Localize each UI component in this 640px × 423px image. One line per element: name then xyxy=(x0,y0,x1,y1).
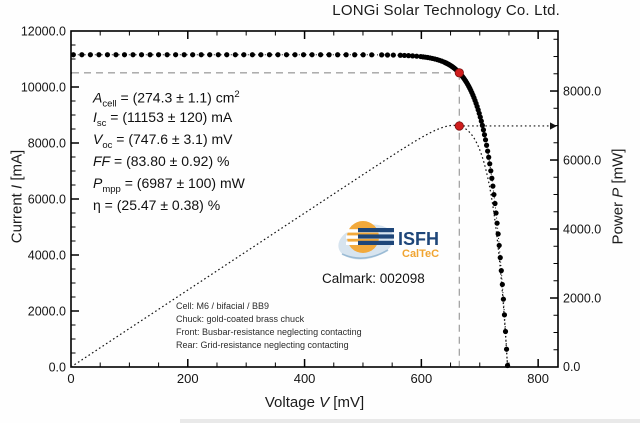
svg-text:4000.0: 4000.0 xyxy=(28,249,66,263)
note-line: Cell: M6 / bifacial / BB9 xyxy=(176,301,270,311)
svg-text:0.0: 0.0 xyxy=(563,360,580,374)
parameter-line: η = (25.47 ± 0.38) % xyxy=(93,197,221,213)
y-axis-label-right: Power P [mW] xyxy=(609,148,627,245)
parameter-line: Acell = (274.3 ± 1.1) cm2 xyxy=(93,89,240,110)
note-line: Front: Busbar-resistance neglecting cont… xyxy=(176,327,362,337)
logo-org-text: ISFH xyxy=(398,229,439,249)
svg-text:6000.0: 6000.0 xyxy=(563,154,601,168)
svg-text:200: 200 xyxy=(177,371,199,386)
photo-edge-artifact xyxy=(180,419,640,423)
logo-bar xyxy=(358,240,394,245)
parameter-line: Pmpp = (6987 ± 100) mW xyxy=(93,175,245,195)
svg-text:0.0: 0.0 xyxy=(49,361,66,375)
svg-text:4000.0: 4000.0 xyxy=(563,223,601,237)
note-line: Rear: Grid-resistance neglecting contact… xyxy=(176,340,349,350)
svg-text:600: 600 xyxy=(411,371,433,386)
svg-text:2000.0: 2000.0 xyxy=(563,292,601,306)
cell-parameters-block: Acell = (274.3 ± 1.1) cm2 Isc = (11153 ± … xyxy=(93,84,245,216)
chart-title: LONGi Solar Technology Co. Ltd. xyxy=(332,2,560,19)
svg-text:8000.0: 8000.0 xyxy=(28,137,66,151)
logo-bar xyxy=(358,228,394,233)
parameter-line: Voc = (747.6 ± 3.1) mV xyxy=(93,131,233,151)
svg-text:800: 800 xyxy=(527,371,549,386)
svg-text:400: 400 xyxy=(294,371,316,386)
measurement-notes: Cell: M6 / bifacial / BB9 Chuck: gold-coa… xyxy=(176,300,362,352)
x-axis-label: Voltage V [mV] xyxy=(264,394,365,411)
svg-text:2000.0: 2000.0 xyxy=(28,305,66,319)
svg-text:10000.0: 10000.0 xyxy=(21,81,66,95)
svg-text:0: 0 xyxy=(67,371,74,386)
calmark-label: Calmark: 002098 xyxy=(322,271,425,286)
svg-text:12000.0: 12000.0 xyxy=(21,25,66,39)
logo-swoosh xyxy=(341,249,389,259)
parameter-line: Isc = (11153 ± 120) mA xyxy=(93,109,233,129)
svg-text:8000.0: 8000.0 xyxy=(563,85,601,99)
y-axis-label-left: Current I [mA] xyxy=(8,149,26,244)
parameter-line: FF = (83.80 ± 0.92) % xyxy=(93,153,230,169)
logo-unit-text: CalTeC xyxy=(402,248,439,260)
isfh-caltec-logo: ISFH CalTeC xyxy=(336,214,440,268)
logo-bar xyxy=(358,234,394,239)
note-line: Chuck: gold-coated brass chuck xyxy=(176,314,305,324)
svg-text:6000.0: 6000.0 xyxy=(28,193,66,207)
